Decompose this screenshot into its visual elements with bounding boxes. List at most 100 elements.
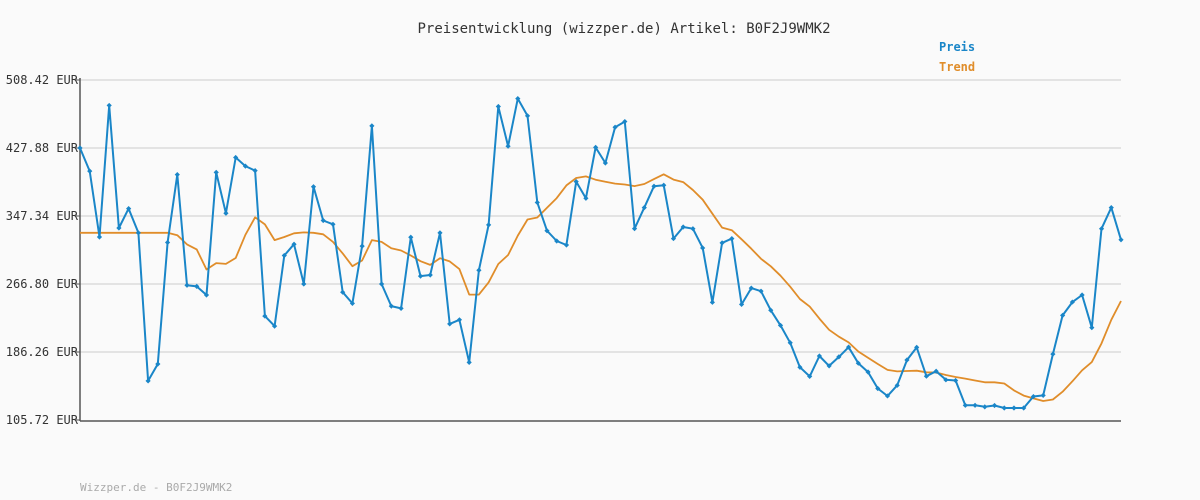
data-point — [456, 317, 463, 323]
data-point — [223, 210, 229, 216]
data-point — [777, 322, 784, 328]
data-point — [914, 344, 920, 351]
data-point — [593, 144, 599, 150]
data-point — [1060, 312, 1066, 319]
data-point — [690, 226, 696, 232]
data-point — [670, 235, 677, 242]
data-point — [748, 285, 754, 291]
data-point — [349, 300, 356, 307]
data-point — [855, 360, 861, 366]
data-point — [447, 321, 453, 327]
data-point — [486, 222, 492, 228]
data-point — [417, 273, 424, 279]
data-point — [378, 281, 385, 287]
data-point — [1118, 237, 1124, 243]
data-point — [563, 242, 570, 248]
data-point — [524, 113, 531, 119]
data-point — [466, 359, 472, 365]
data-point — [534, 199, 540, 206]
data-point — [768, 307, 774, 313]
footer-caption: Wizzper.de - B0F2J9WMK2 — [80, 481, 232, 494]
data-point — [1098, 226, 1105, 232]
data-point — [388, 303, 394, 309]
data-point — [320, 217, 326, 224]
data-point — [184, 282, 190, 288]
y-tick-label: 427.88 EUR — [6, 141, 79, 155]
data-point — [904, 357, 910, 363]
data-point — [875, 385, 881, 392]
legend-entry-trend: Trend — [939, 60, 975, 74]
legend-entry-preis: Preis — [939, 40, 975, 54]
data-point — [476, 267, 482, 273]
data-point — [612, 124, 618, 130]
data-point — [505, 143, 511, 149]
series-preis — [77, 95, 1124, 411]
data-point — [145, 378, 151, 384]
data-point — [301, 281, 307, 287]
data-point — [826, 363, 832, 369]
data-point — [797, 364, 803, 370]
gridlines — [80, 79, 1121, 353]
data-point — [583, 195, 589, 201]
series-trend — [80, 173, 1122, 402]
data-point — [242, 163, 248, 169]
data-point — [203, 292, 210, 298]
data-point — [106, 102, 112, 109]
data-point — [369, 123, 375, 129]
data-point — [845, 344, 852, 350]
data-point — [213, 169, 219, 175]
data-point — [262, 313, 268, 319]
y-tick-label: 186.26 EUR — [6, 345, 79, 359]
data-point — [962, 402, 968, 408]
data-point — [233, 154, 239, 161]
data-point — [573, 178, 579, 185]
data-point — [991, 402, 998, 409]
data-point — [641, 204, 647, 211]
data-point — [622, 118, 628, 125]
data-point — [680, 224, 686, 230]
data-point — [923, 373, 930, 379]
data-point — [1050, 351, 1056, 357]
data-point — [758, 288, 764, 294]
data-point — [1089, 325, 1095, 331]
data-point — [719, 240, 725, 246]
data-point — [1079, 292, 1085, 298]
data-point — [807, 373, 813, 379]
data-point — [174, 171, 180, 178]
data-point — [126, 206, 132, 212]
y-tick-label: 508.42 EUR — [6, 73, 79, 87]
data-point — [194, 283, 200, 289]
data-point — [865, 369, 871, 375]
data-point — [1108, 204, 1114, 211]
data-point — [116, 225, 122, 231]
data-point — [1030, 393, 1037, 400]
data-point — [495, 103, 501, 110]
data-point — [554, 238, 560, 244]
data-point — [544, 228, 550, 234]
data-point — [1021, 405, 1027, 411]
data-point — [87, 168, 93, 174]
data-point — [943, 377, 949, 383]
data-point — [1011, 405, 1017, 411]
data-point — [164, 239, 171, 246]
legend: Preis Trend — [939, 40, 975, 74]
data-point — [602, 160, 608, 166]
chart-title: Preisentwicklung (wizzper.de) Artikel: B… — [417, 21, 830, 37]
data-point — [398, 305, 404, 312]
data-point — [427, 272, 433, 278]
data-point — [330, 221, 336, 227]
series-layer — [77, 95, 1124, 411]
data-point — [953, 377, 959, 384]
data-point — [252, 168, 258, 174]
data-point — [515, 95, 521, 102]
data-point — [729, 235, 735, 242]
data-point — [1069, 299, 1075, 305]
data-point — [933, 368, 939, 374]
y-tick-label: 266.80 EUR — [6, 277, 79, 291]
data-point — [816, 353, 823, 359]
y-tick-label: 347.34 EUR — [6, 209, 79, 223]
data-point — [340, 289, 346, 295]
data-point — [155, 361, 161, 367]
data-point — [661, 182, 667, 188]
